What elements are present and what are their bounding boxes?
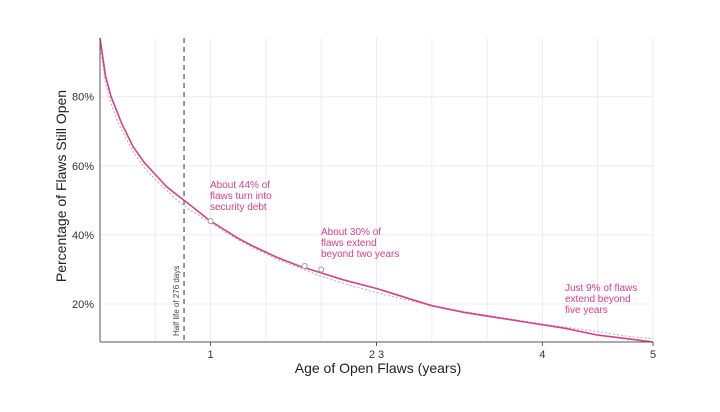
annotation-line: beyond two years: [321, 249, 399, 260]
x-tick-label: 1: [208, 349, 214, 361]
annotation-line: flaws extend: [321, 238, 377, 249]
data-marker: [318, 266, 325, 273]
y-axis-label: Percentage of Flaws Still Open: [53, 90, 69, 282]
annotation: Just 9% of flaws extend beyond five years: [565, 283, 637, 316]
x-tick-label: 4: [539, 349, 545, 361]
data-marker: [207, 218, 214, 225]
annotation-line: About 30% of: [321, 227, 381, 238]
annotation-line: five years: [565, 305, 608, 316]
annotation-line: Just 9% of flaws: [565, 283, 637, 294]
half-life-group: Half life of 276 days: [172, 38, 185, 342]
half-life-label: Half life of 276 days: [172, 266, 181, 336]
annotation: About 30% of flaws extend beyond two years: [321, 227, 399, 260]
x-tick-label: 2 3: [369, 349, 384, 361]
annotation-line: security debt: [210, 202, 267, 213]
data-marker: [301, 263, 308, 269]
annotation-line: flaws turn into: [210, 191, 272, 202]
x-axis-label: Age of Open Flaws (years): [295, 360, 462, 376]
y-tick-label: 20%: [72, 299, 94, 311]
y-ticks-group: 20% 40% 60% 80%: [72, 92, 94, 311]
annotation: About 44% of flaws turn into security debt: [210, 180, 272, 213]
survival-curve-group: [99, 37, 654, 343]
y-tick-label: 60%: [72, 161, 94, 173]
annotations-group: About 44% of flaws turn into security debt…: [210, 180, 637, 316]
markers-group: [207, 218, 325, 273]
x-tick-label: 5: [650, 349, 656, 361]
x-ticks-group: 1 2 3 4 5: [208, 342, 656, 361]
annotation-line: extend beyond: [565, 294, 631, 305]
y-tick-label: 80%: [72, 92, 94, 104]
y-tick-label: 40%: [72, 230, 94, 242]
annotation-line: About 44% of: [210, 180, 270, 191]
grid-lines: [100, 38, 654, 342]
survival-curve: [99, 37, 654, 343]
